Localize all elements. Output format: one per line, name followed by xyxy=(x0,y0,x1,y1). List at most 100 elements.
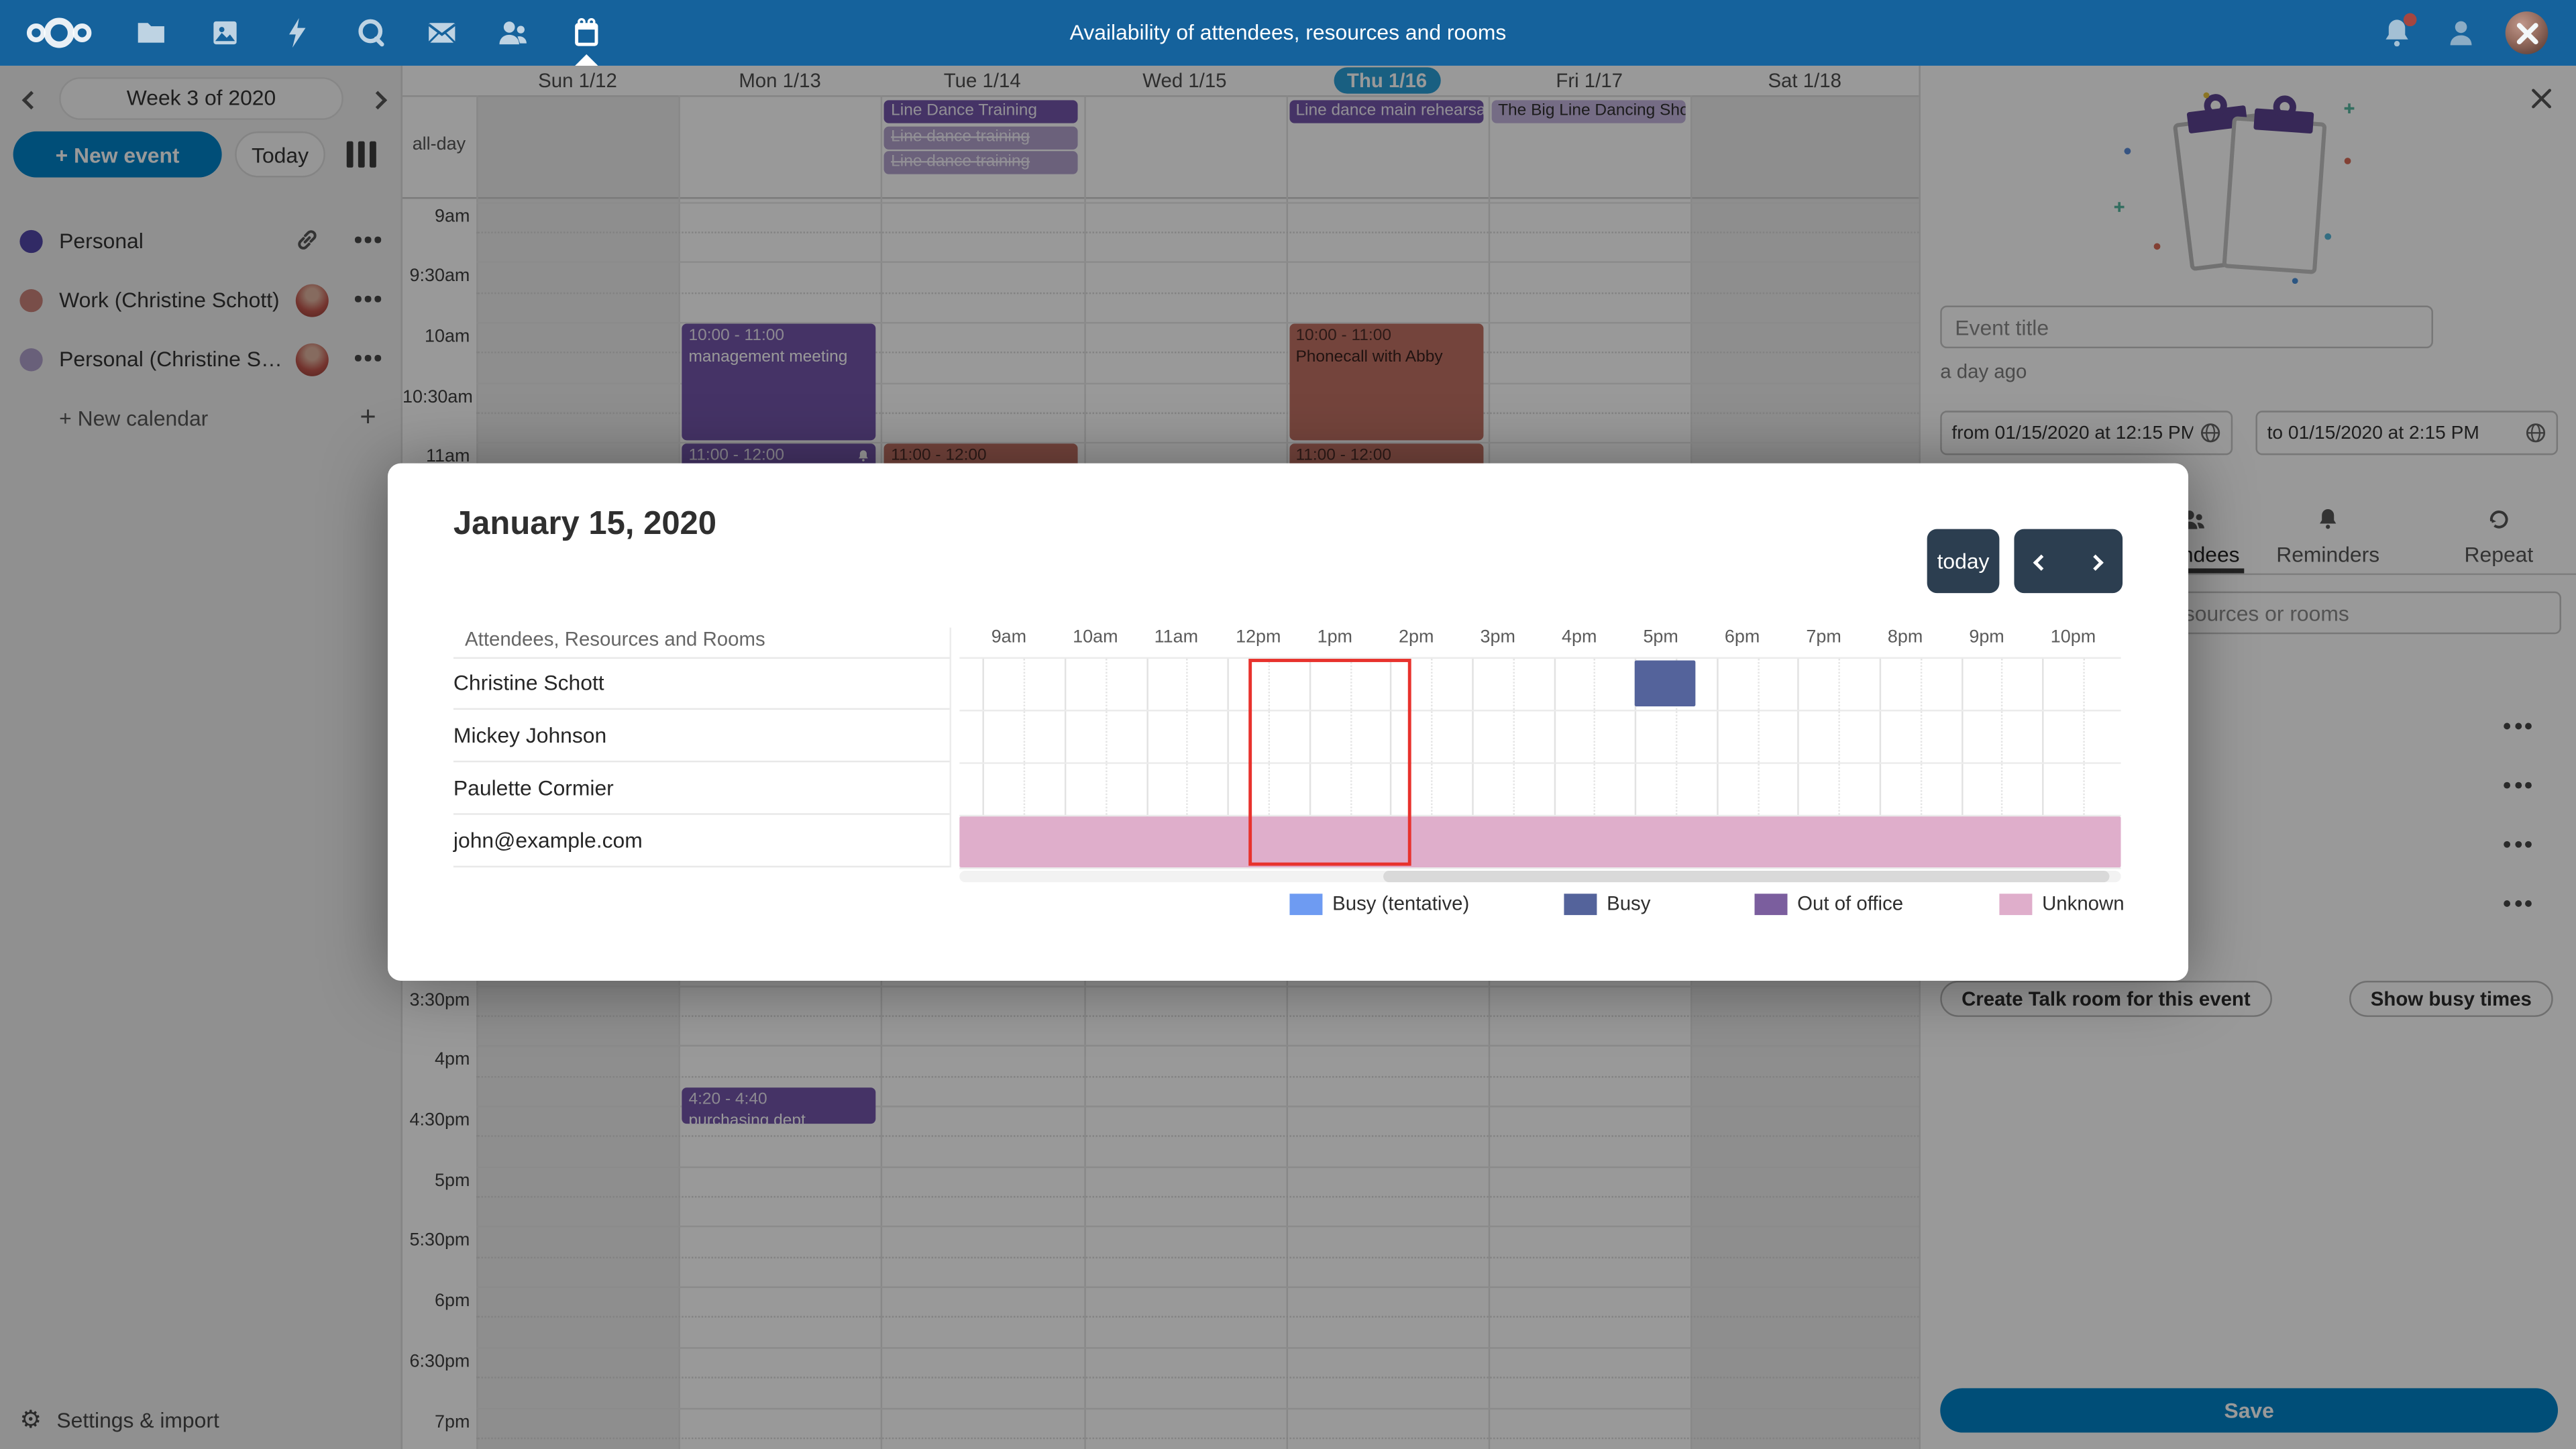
active-tab-underline xyxy=(2142,568,2245,574)
day-header[interactable]: Tue 1/14 xyxy=(943,68,1021,93)
calendar-event[interactable]: 10:00 - 11:00 management meeting xyxy=(682,323,877,441)
attendee-actions-menu[interactable] xyxy=(2504,900,2532,907)
calendar-color-dot xyxy=(19,289,43,313)
legend-swatch xyxy=(1999,893,2033,914)
mail-icon[interactable] xyxy=(425,16,458,49)
quarterhour-line xyxy=(476,1075,1919,1077)
calendar-list-item[interactable]: Personal (Christine Scho… xyxy=(0,330,402,389)
start-datetime-field[interactable]: from 01/15/2020 at 12:15 PM xyxy=(1940,411,2233,455)
legend-label: Busy xyxy=(1607,892,1651,916)
calendar-actions-menu[interactable] xyxy=(354,354,380,361)
legend-item: Unknown xyxy=(1999,892,2125,916)
timeline-hour-label: 1pm xyxy=(1317,627,1353,647)
halfhour-line xyxy=(476,261,1919,264)
last-modified-label: a day ago xyxy=(1940,360,2027,383)
calendar-app-icon[interactable] xyxy=(570,16,603,49)
page-title: Availability of attendees, resources and… xyxy=(1069,19,1507,45)
attendee-row[interactable]: Paulette Cormier xyxy=(453,762,950,815)
user-avatar[interactable] xyxy=(2505,11,2548,54)
new-calendar-row[interactable]: + New calendar + xyxy=(0,389,402,448)
day-header[interactable]: Sun 1/12 xyxy=(538,68,617,93)
end-datetime-field[interactable]: to 01/15/2020 at 2:15 PM xyxy=(2255,411,2559,455)
legend-swatch xyxy=(1289,893,1323,914)
legend-item: Busy (tentative) xyxy=(1289,892,1469,915)
all-day-event[interactable]: Line dance training xyxy=(884,151,1079,174)
week-view-toggle-icon[interactable] xyxy=(346,141,380,168)
all-day-event[interactable]: Line dance training xyxy=(884,125,1079,149)
calendar-event[interactable]: 10:00 - 11:00 Phonecall with Abby xyxy=(1289,323,1484,441)
quarterhour-line xyxy=(476,1377,1919,1379)
attendee-actions-menu[interactable] xyxy=(2504,841,2532,848)
day-header[interactable]: Thu 1/16 xyxy=(1286,66,1489,95)
availability-dialog: January 15, 2020 today Attendees, Resour… xyxy=(387,463,2189,981)
all-day-event[interactable]: The Big Line Dancing Show xyxy=(1491,100,1686,123)
notification-badge xyxy=(2403,13,2417,27)
event-title-input[interactable] xyxy=(1940,305,2433,349)
day-header[interactable]: Wed 1/15 xyxy=(1142,68,1227,93)
save-button[interactable]: Save xyxy=(1940,1388,2559,1433)
selected-timeslot[interactable] xyxy=(1248,659,1411,866)
tabs-divider xyxy=(1920,573,2576,576)
attendee-row[interactable]: Mickey Johnson xyxy=(453,710,950,763)
time-gutter-label: 5:30pm xyxy=(409,1231,470,1251)
calendar-event[interactable]: 4:20 - 4:40 purchasing dept xyxy=(682,1087,877,1124)
tab-reminders[interactable]: Reminders xyxy=(2262,506,2394,567)
all-day-event[interactable]: Line dance main rehearsal xyxy=(1289,100,1484,123)
settings-import[interactable]: ⚙ Settings & import xyxy=(19,1405,219,1434)
calendar-color-dot xyxy=(19,348,43,372)
attendee-actions-menu[interactable] xyxy=(2504,782,2532,789)
calendar-actions-menu[interactable] xyxy=(354,236,380,243)
event-title: Phonecall with Abby xyxy=(1295,347,1443,366)
calendar-actions-menu[interactable] xyxy=(354,295,380,302)
contacts-icon[interactable] xyxy=(496,16,529,49)
timeline-hour-label: 11am xyxy=(1154,627,1199,647)
new-event-button[interactable]: + New event xyxy=(13,131,222,178)
dialog-day-nav xyxy=(2014,529,2123,594)
timeline-scrollbar-thumb[interactable] xyxy=(1383,870,2110,883)
quarterhour-line xyxy=(476,1256,1919,1258)
legend-item: Busy xyxy=(1564,892,1650,915)
calendar-list-item[interactable]: Personal xyxy=(0,212,402,271)
show-busy-times-button[interactable]: Show busy times xyxy=(2349,981,2553,1017)
day-header[interactable]: Mon 1/13 xyxy=(739,68,821,93)
previous-day-button[interactable] xyxy=(2029,539,2053,582)
photos-icon[interactable] xyxy=(209,16,241,49)
day-header[interactable]: Fri 1/17 xyxy=(1556,68,1623,93)
attendee-row[interactable]: john@example.com xyxy=(453,815,950,868)
activity-lightning-icon[interactable] xyxy=(281,16,314,49)
talk-icon[interactable] xyxy=(355,16,388,49)
today-button[interactable]: Today xyxy=(235,131,325,178)
all-day-event[interactable]: Line Dance Training xyxy=(884,100,1079,123)
row-border xyxy=(959,814,2121,817)
attendee-actions-menu[interactable] xyxy=(2504,722,2532,730)
timeline-hour-label: 8pm xyxy=(1887,627,1923,647)
dialog-today-button[interactable]: today xyxy=(1927,529,2000,594)
close-icon[interactable] xyxy=(2528,85,2555,111)
time-gutter-label: 7pm xyxy=(434,1411,470,1432)
timeline-scrollbar[interactable] xyxy=(959,870,2121,883)
notifications-bell-icon[interactable] xyxy=(2381,13,2417,49)
shared-by-avatar xyxy=(295,343,329,376)
halfhour-line xyxy=(476,1045,1919,1047)
plus-icon[interactable]: + xyxy=(360,400,376,433)
legend-label: Unknown xyxy=(2042,892,2125,916)
nextcloud-logo-icon[interactable] xyxy=(23,13,95,53)
files-folder-icon[interactable] xyxy=(135,16,168,49)
halfhour-line xyxy=(476,1346,1919,1349)
create-talk-room-button[interactable]: Create Talk room for this event xyxy=(1940,981,2272,1017)
week-selector[interactable]: Week 3 of 2020 xyxy=(59,77,343,120)
day-header[interactable]: Sat 1/18 xyxy=(1768,68,1841,93)
timezone-globe-icon[interactable] xyxy=(2200,422,2221,443)
contacts-menu-icon[interactable] xyxy=(2445,16,2477,49)
time-gutter-label: 3:30pm xyxy=(409,989,470,1010)
timeline-hour-label: 10am xyxy=(1073,627,1118,647)
calendar-list-item[interactable]: Work (Christine Schott) xyxy=(0,271,402,330)
attendee-row[interactable]: Christine Schott xyxy=(453,657,950,710)
next-day-button[interactable] xyxy=(2083,539,2108,582)
timezone-globe-icon[interactable] xyxy=(2525,422,2546,443)
event-time: 4:20 - 4:40 xyxy=(688,1090,767,1109)
clipboard-illustration xyxy=(2114,92,2355,284)
quarterhour-line xyxy=(476,291,1919,294)
tab-repeat[interactable]: Repeat xyxy=(2433,506,2565,567)
share-link-icon[interactable] xyxy=(292,225,322,263)
